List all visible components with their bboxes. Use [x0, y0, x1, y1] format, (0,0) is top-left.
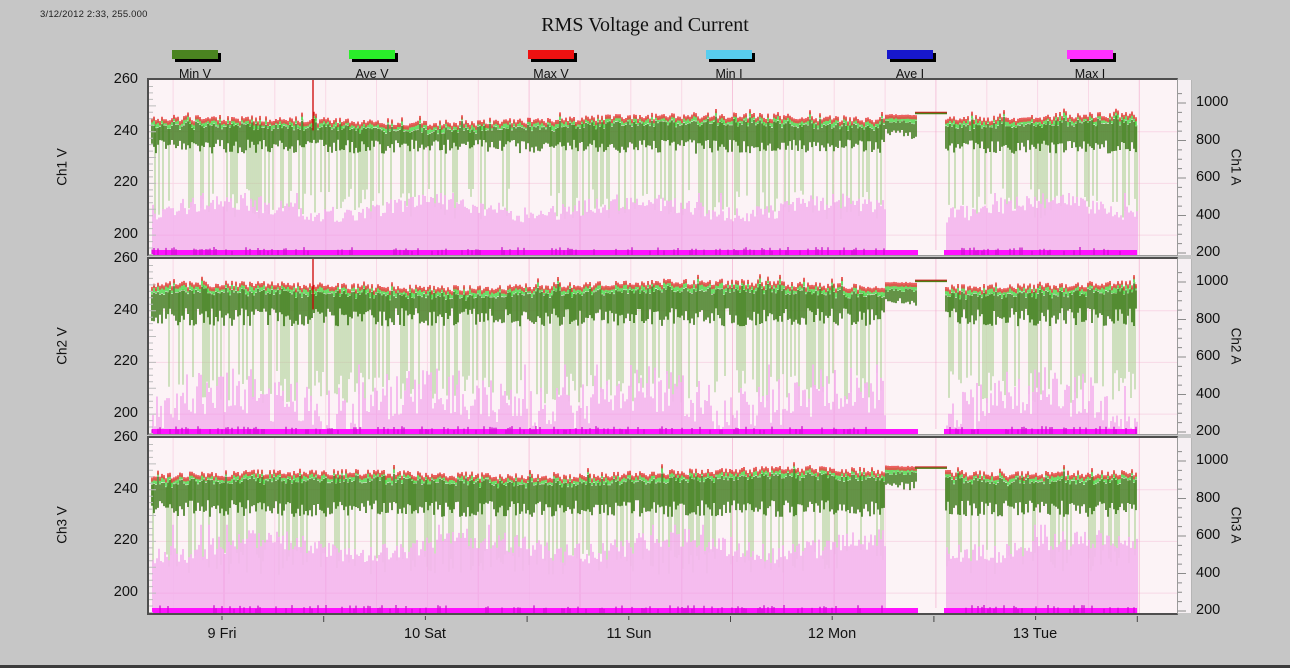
- voltage-tick-label: 260: [113, 250, 138, 266]
- voltage-tick-label: 240: [113, 122, 138, 139]
- channel-current-axis-label: Ch1 A: [1228, 148, 1244, 186]
- right-axis-strip-ch1: [1178, 80, 1192, 263]
- legend-swatch-min-v: [172, 50, 218, 59]
- chart-title: RMS Voltage and Current: [541, 14, 749, 36]
- legend-swatch-max-i: [1067, 50, 1113, 59]
- current-tick-label: 1000: [1196, 452, 1229, 468]
- current-tick-label: 200: [1196, 244, 1221, 260]
- voltage-tick-label: 200: [113, 584, 138, 601]
- window-bottom-edge: [0, 665, 1290, 668]
- current-tick-label: 600: [1196, 169, 1221, 185]
- current-tick-label: 800: [1196, 310, 1221, 327]
- channel-voltage-axis-label: Ch2 V: [54, 327, 70, 365]
- waveform-canvas-ch2[interactable]: [149, 259, 1177, 434]
- legend-item-min-v: Min V: [145, 46, 245, 81]
- chart-panel-ch1[interactable]: [147, 78, 1178, 256]
- legend-label-min-v: Min V: [179, 67, 211, 81]
- legend-swatch-max-v: [528, 50, 574, 59]
- current-tick-label: 600: [1196, 527, 1221, 543]
- legend-item-min-i: Min I: [679, 46, 779, 81]
- legend-item-ave-i: Ave I: [860, 46, 960, 81]
- current-tick-label: 600: [1196, 348, 1221, 364]
- legend-item-ave-v: Ave V: [322, 46, 422, 81]
- voltage-tick-label: 260: [113, 429, 138, 445]
- current-axis-ticks: [1178, 93, 1186, 263]
- voltage-tick-label: 240: [113, 301, 138, 318]
- current-tick-label: 1000: [1196, 94, 1229, 110]
- legend-label-max-v: Max V: [533, 67, 569, 81]
- waveform-canvas-ch3[interactable]: [149, 438, 1177, 613]
- legend-label-ave-v: Ave V: [355, 67, 389, 81]
- cursor-readout: 3/12/2012 2:33, 255.000: [40, 9, 148, 20]
- current-tick-label: 400: [1196, 385, 1221, 402]
- legend-label-max-i: Max I: [1074, 67, 1106, 81]
- legend-swatch-ave-i: [887, 50, 933, 59]
- x-axis-day-label: 10 Sat: [404, 626, 446, 642]
- legend-swatch-min-i: [706, 50, 752, 59]
- channel-current-axis-label: Ch3 A: [1228, 506, 1244, 544]
- channel-voltage-axis-label: Ch1 V: [54, 148, 70, 186]
- right-axis-strip-ch2: [1178, 259, 1192, 442]
- chart-panel-ch2[interactable]: [147, 257, 1178, 435]
- x-axis-day-label: 9 Fri: [207, 626, 237, 642]
- voltage-tick-label: 240: [113, 480, 138, 497]
- x-axis-ticks: [221, 616, 1138, 622]
- voltage-tick-label: 220: [113, 532, 138, 549]
- current-axis-ticks: [1178, 272, 1186, 442]
- right-axis-strip-ch3: [1178, 438, 1192, 621]
- channel-voltage-axis-label: Ch3 V: [54, 506, 70, 544]
- voltage-tick-label: 220: [113, 174, 138, 191]
- voltage-tick-label: 220: [113, 353, 138, 370]
- current-axis-ticks: [1178, 451, 1186, 621]
- legend-label-min-i: Min I: [715, 67, 743, 81]
- current-tick-label: 1000: [1196, 273, 1229, 289]
- current-tick-label: 200: [1196, 602, 1221, 618]
- x-axis-day-label: 11 Sun: [606, 626, 652, 642]
- x-axis-day-label: 12 Mon: [807, 626, 857, 642]
- legend-item-max-i: Max I: [1040, 46, 1140, 81]
- legend-item-max-v: Max V: [501, 46, 601, 81]
- legend-swatch-ave-v: [349, 50, 395, 59]
- chart-panel-ch3[interactable]: [147, 436, 1178, 615]
- voltage-tick-label: 200: [113, 405, 138, 422]
- x-axis-day-label: 13 Tue: [1012, 626, 1058, 642]
- channel-current-axis-label: Ch2 A: [1228, 327, 1244, 365]
- current-tick-label: 800: [1196, 131, 1221, 148]
- voltage-tick-label: 260: [113, 71, 138, 87]
- current-tick-label: 800: [1196, 489, 1221, 506]
- current-tick-label: 200: [1196, 423, 1221, 439]
- legend-label-ave-i: Ave I: [895, 67, 925, 81]
- waveform-canvas-ch1[interactable]: [149, 80, 1177, 255]
- current-tick-label: 400: [1196, 206, 1221, 223]
- current-tick-label: 400: [1196, 564, 1221, 581]
- voltage-tick-label: 200: [113, 226, 138, 243]
